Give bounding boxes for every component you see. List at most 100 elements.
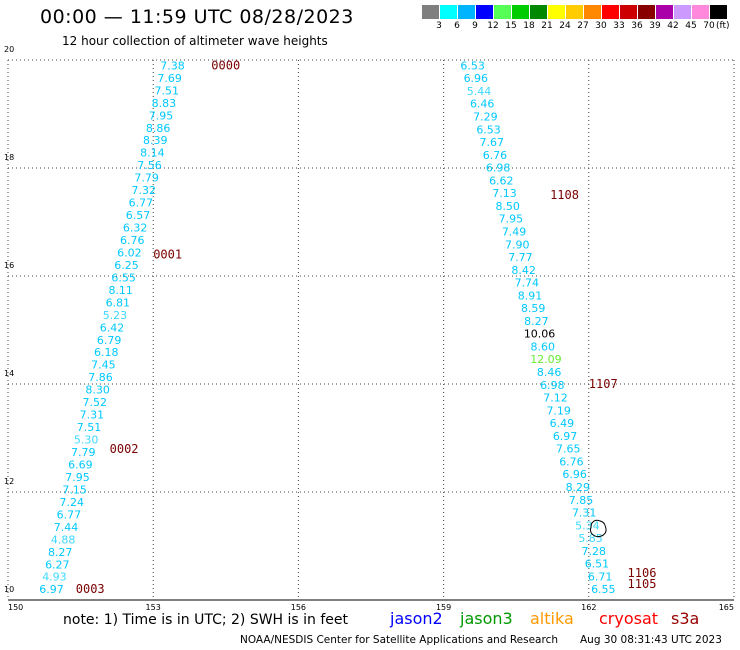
swh-value: 7.32 xyxy=(132,184,157,197)
time-label: 1106 xyxy=(628,566,657,580)
legend-label: 12 xyxy=(487,21,499,31)
swh-value: 7.49 xyxy=(502,225,527,238)
swh-value: 8.59 xyxy=(521,302,546,315)
time-label: 1105 xyxy=(628,577,657,591)
legend-swatch xyxy=(584,5,601,19)
legend-swatch xyxy=(692,5,709,19)
legend-label: 33 xyxy=(613,21,625,31)
x-tick-label: 165 xyxy=(719,603,734,612)
swh-value: 7.44 xyxy=(54,521,79,534)
swh-value: 6.98 xyxy=(540,379,565,392)
swh-value: 6.55 xyxy=(591,583,616,596)
x-tick-label: 153 xyxy=(146,603,161,612)
legend-swatch xyxy=(422,5,439,19)
legend-label: 15 xyxy=(505,21,517,31)
legend-label: 27 xyxy=(577,21,589,31)
swh-value: 7.12 xyxy=(543,392,568,405)
swh-value: 7.45 xyxy=(91,359,116,372)
swh-value: 7.74 xyxy=(515,277,540,290)
legend-swatch xyxy=(440,5,457,19)
swh-value: 7.95 xyxy=(499,213,524,226)
swh-value: 6.96 xyxy=(464,72,489,85)
x-tick-label: 156 xyxy=(291,603,306,612)
swh-value: 8.30 xyxy=(85,384,110,397)
satellite-label-altika: altika xyxy=(530,609,574,628)
swh-value: 7.24 xyxy=(59,496,84,509)
legend-label: 45 xyxy=(685,21,697,31)
swh-value: 6.76 xyxy=(559,455,584,468)
swh-value: 7.38 xyxy=(160,59,185,72)
swh-value: 6.76 xyxy=(483,149,508,162)
x-tick-label: 162 xyxy=(581,603,596,612)
swh-value: 4.88 xyxy=(51,533,76,546)
legend-label: 39 xyxy=(649,21,661,31)
footer-note: note: 1) Time is in UTC; 2) SWH is in fe… xyxy=(63,612,349,628)
axis-ticks: 150 153 156 159 162 165 10 12 14 16 18 20 xyxy=(4,45,734,612)
swh-value: 7.90 xyxy=(505,238,530,251)
legend-label: 42 xyxy=(667,21,679,31)
swh-value: 6.53 xyxy=(476,123,501,136)
swh-value: 6.97 xyxy=(553,430,578,443)
legend-label: 3 xyxy=(436,21,442,31)
swh-value: 6.96 xyxy=(562,468,587,481)
legend-label: 30 xyxy=(595,21,607,31)
swh-value: 6.69 xyxy=(68,458,93,471)
swh-value: 7.95 xyxy=(65,471,90,484)
satellite-label-jason3: jason3 xyxy=(460,609,513,628)
legend-swatch xyxy=(530,5,547,19)
legend-swatch xyxy=(656,5,673,19)
swh-value: 6.71 xyxy=(588,570,613,583)
swh-value: 7.56 xyxy=(137,159,162,172)
swh-value: 6.81 xyxy=(106,296,131,309)
swh-value: 7.77 xyxy=(508,251,533,264)
swh-value: 8.42 xyxy=(511,264,536,277)
swh-value: 6.32 xyxy=(123,222,148,235)
swh-value: 6.77 xyxy=(129,197,154,210)
satellite-label-jason2: jason2 xyxy=(390,609,443,628)
swh-value: 6.53 xyxy=(460,59,485,72)
swh-value: 6.46 xyxy=(470,98,495,111)
swh-value: 7.69 xyxy=(157,72,182,85)
time-label: 0000 xyxy=(211,58,240,72)
swh-value: 8.86 xyxy=(146,122,171,135)
legend-swatch xyxy=(566,5,583,19)
satellite-label-cryosat: cryosat xyxy=(599,609,659,628)
time-label: 0001 xyxy=(153,247,182,261)
swh-value: 8.39 xyxy=(143,134,168,147)
swh-value: 7.67 xyxy=(480,136,505,149)
legend-swatch xyxy=(602,5,619,19)
swh-value: 6.97 xyxy=(39,583,64,596)
swh-value: 7.86 xyxy=(88,371,113,384)
legend-label: 18 xyxy=(523,21,535,31)
swh-value: 8.50 xyxy=(495,200,520,213)
swh-value: 6.77 xyxy=(57,508,82,521)
legend-swatch xyxy=(674,5,691,19)
swh-value: 6.42 xyxy=(100,321,125,334)
swh-value: 7.52 xyxy=(83,396,108,409)
y-tick-label: 12 xyxy=(4,477,14,486)
swh-value: 6.02 xyxy=(117,246,142,259)
island-outline-shape xyxy=(589,519,607,538)
y-tick-label: 20 xyxy=(4,45,14,54)
swh-value: 7.85 xyxy=(569,494,594,507)
legend-swatch xyxy=(458,5,475,19)
swh-value: 8.29 xyxy=(566,481,591,494)
legend-label: 70 xyxy=(703,21,715,31)
swh-value: 8.27 xyxy=(524,315,549,328)
legend-swatch xyxy=(620,5,637,19)
swh-value: 8.83 xyxy=(152,97,177,110)
legend-swatch xyxy=(710,5,727,19)
y-tick-label: 10 xyxy=(4,585,14,594)
time-label: 1107 xyxy=(589,377,618,391)
x-tick-label: 150 xyxy=(8,603,23,612)
legend-label: 6 xyxy=(454,21,460,31)
time-label: 0002 xyxy=(110,442,139,456)
y-tick-label: 16 xyxy=(4,261,14,270)
swh-value: 5.23 xyxy=(103,309,128,322)
legend-swatch xyxy=(638,5,655,19)
legend-label: 24 xyxy=(559,21,571,31)
swh-value: 10.06 xyxy=(524,328,556,341)
swh-value: 7.51 xyxy=(77,421,102,434)
swh-value: 7.29 xyxy=(473,111,498,124)
